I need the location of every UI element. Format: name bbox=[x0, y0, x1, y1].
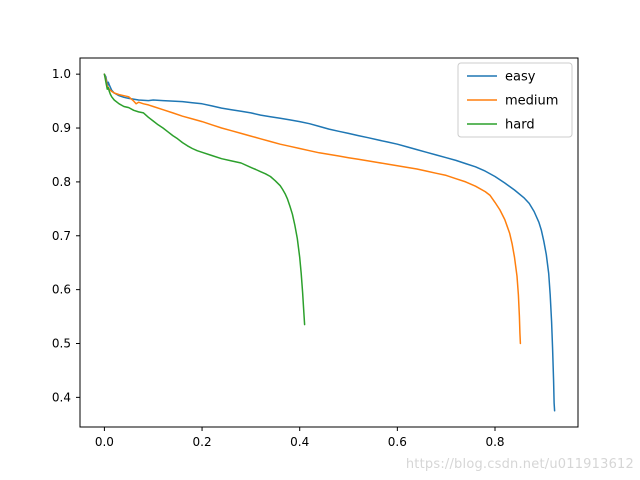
y-axis-tick-label: 1.0 bbox=[52, 67, 71, 81]
x-axis-tick-label: 0.8 bbox=[485, 435, 504, 449]
plot-area-frame bbox=[79, 57, 579, 428]
series-line-easy bbox=[103, 73, 556, 412]
y-axis-tick-label: 0.5 bbox=[52, 337, 71, 351]
series-line-hard bbox=[103, 73, 306, 326]
x-axis-tick-label: 0.4 bbox=[290, 435, 309, 449]
legend-label-medium: medium bbox=[505, 94, 558, 109]
y-axis-tick-label: 0.8 bbox=[52, 175, 71, 189]
series-line-medium bbox=[103, 73, 522, 345]
x-axis-tick-label: 0.2 bbox=[193, 435, 212, 449]
y-axis-tick-label: 0.9 bbox=[52, 121, 71, 135]
watermark-text: https://blog.csdn.net/u011913612 bbox=[405, 457, 634, 472]
y-axis-tick-label: 0.6 bbox=[52, 283, 71, 297]
legend-label-hard: hard bbox=[505, 118, 535, 133]
y-axis-tick-label: 0.4 bbox=[52, 390, 71, 404]
legend-box bbox=[457, 62, 573, 138]
x-axis-tick-label: 0.0 bbox=[95, 435, 114, 449]
x-axis-tick-label: 0.6 bbox=[388, 435, 407, 449]
y-axis-tick-label: 0.7 bbox=[52, 229, 71, 243]
legend-label-easy: easy bbox=[505, 70, 536, 85]
